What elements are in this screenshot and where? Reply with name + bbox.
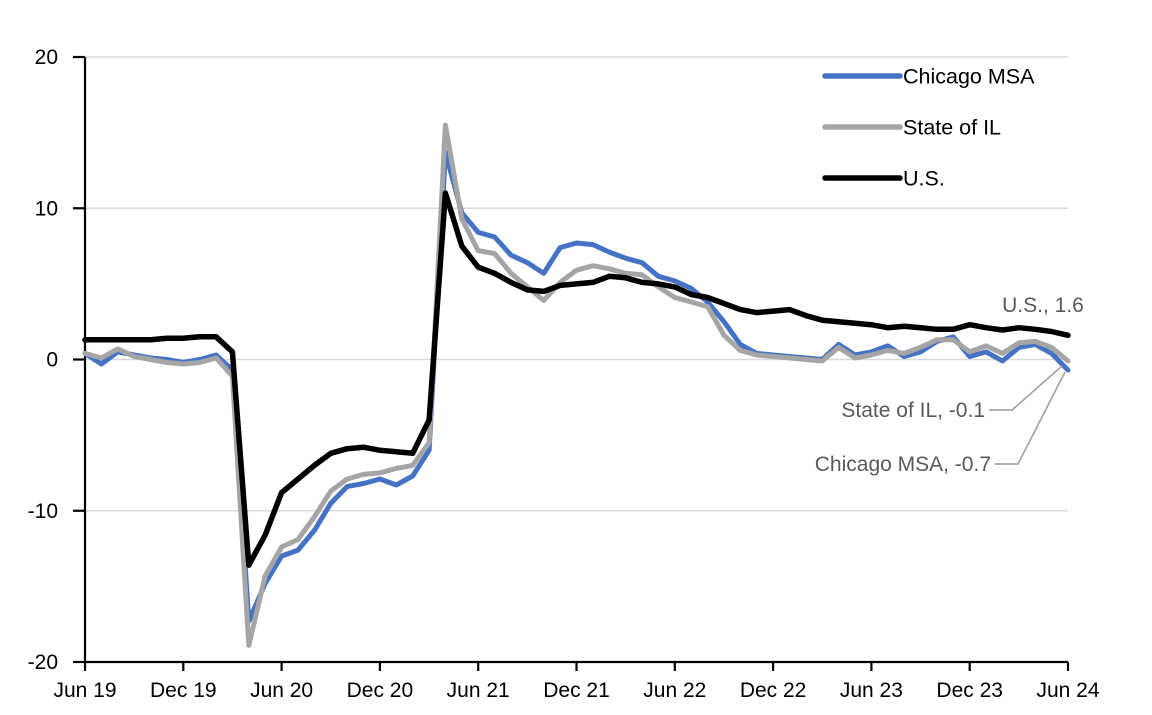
y-tick-label: -10 [28, 500, 58, 523]
x-tick-label: Dec 19 [150, 679, 217, 702]
y-tick-label: -20 [28, 651, 58, 674]
x-tick-label: Jun 20 [250, 679, 313, 702]
legend-label-u-s: U.S. [903, 167, 945, 191]
y-tick-label: 20 [35, 46, 58, 69]
series-line-u-s [82, 190, 1071, 568]
legend: Chicago MSA State of IL U.S. [822, 65, 1035, 191]
leader-line-chicago-msa [995, 371, 1066, 465]
x-tick-label: Dec 21 [543, 679, 610, 702]
x-tick-label: Jun 19 [53, 679, 116, 702]
x-tick-label: Dec 20 [347, 679, 414, 702]
y-tick-label: 0 [46, 349, 58, 372]
x-tick-label: Jun 24 [1036, 679, 1099, 702]
annotation-u-s: U.S., 1.6 [1002, 294, 1084, 317]
x-tick-label: Jun 23 [840, 679, 903, 702]
x-tick-label: Jun 22 [643, 679, 706, 702]
leader-line-state-of-il [989, 365, 1063, 411]
annotation-chicago-msa: Chicago MSA, -0.7 [815, 453, 991, 476]
y-tick-label: 10 [35, 197, 58, 220]
legend-label-state-of-il: State of IL [903, 116, 1001, 140]
legend-label-chicago-msa: Chicago MSA [903, 65, 1035, 89]
x-tick-label: Dec 23 [936, 679, 1003, 702]
x-tick-label: Jun 21 [447, 679, 510, 702]
annotation-state-of-il: State of IL, -0.1 [841, 399, 985, 422]
series-line-state-of-il [82, 122, 1071, 648]
x-tick-label: Dec 22 [740, 679, 807, 702]
